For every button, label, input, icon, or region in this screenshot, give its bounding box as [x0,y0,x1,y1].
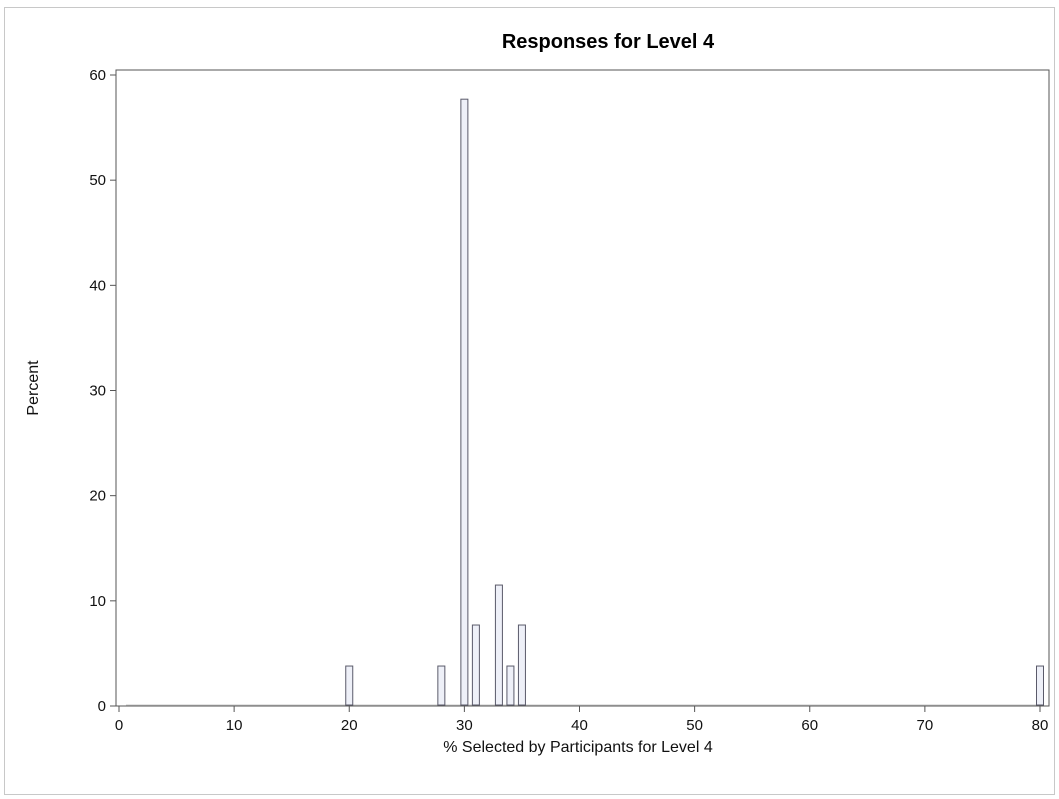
histogram-bar [1036,665,1044,706]
histogram-bar [506,665,515,706]
x-tick-label: 10 [226,717,243,734]
y-tick-label: 50 [89,172,106,189]
y-tick-label: 0 [98,698,106,715]
histogram-bar [345,665,354,706]
y-tick-label: 10 [89,593,106,610]
histogram-bar [517,624,526,706]
x-tick-label: 70 [917,717,934,734]
x-tick-label: 50 [686,717,703,734]
y-tick-label: 20 [89,488,106,505]
x-axis-label: % Selected by Participants for Level 4 [443,739,713,756]
histogram-bar [494,584,503,706]
histogram-bar [460,98,469,706]
x-tick-label: 30 [456,717,473,734]
axes: 0 10 20 30 40 50 60 0 10 20 30 40 50 60 70 80 [89,67,1050,734]
x-tick-label: 0 [115,717,123,734]
x-tick-label: 20 [341,717,358,734]
chart-frame [4,7,1055,795]
y-tick-label: 60 [89,67,106,84]
plot-area-border [115,69,1050,707]
x-tick-label: 40 [571,717,588,734]
bars [345,98,1044,706]
y-tick-label: 40 [89,277,106,294]
y-axis-label: Percent [25,360,42,416]
histogram-bar [471,624,480,706]
histogram-bar [437,665,446,706]
x-tick-label: 80 [1032,717,1049,734]
y-tick-label: 30 [89,383,106,400]
x-tick-label: 60 [801,717,818,734]
chart-title: Responses for Level 4 [502,31,715,53]
